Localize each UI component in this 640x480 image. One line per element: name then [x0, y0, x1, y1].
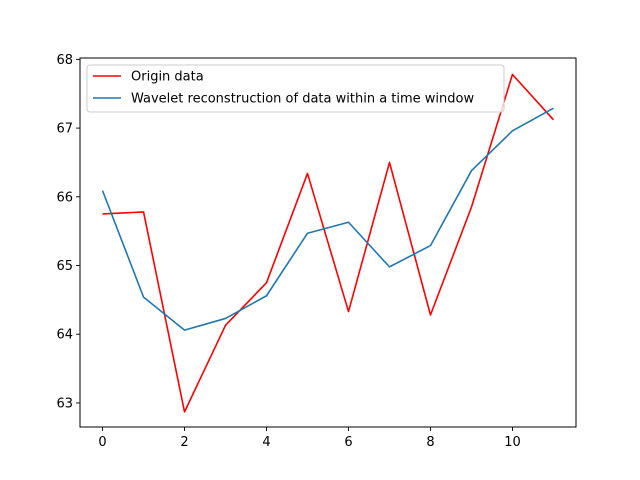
- y-tick-label: 68: [56, 53, 73, 68]
- y-tick-label: 67: [56, 122, 73, 137]
- x-tick-label: 4: [262, 435, 270, 450]
- series-line-1: [101, 107, 554, 331]
- legend-label: Wavelet reconstruction of data within a …: [131, 92, 474, 107]
- series-line-0: [102, 73, 555, 413]
- y-tick-label: 63: [56, 396, 73, 411]
- y-tick-label: 65: [56, 259, 73, 274]
- x-tick-label: 0: [98, 435, 106, 450]
- legend-label: Origin data: [131, 70, 204, 85]
- x-tick-label: 2: [180, 435, 188, 450]
- axes-frame: [79, 57, 577, 428]
- plot-lines: [101, 73, 555, 413]
- y-axis: 63 64 65 66 67 68: [56, 53, 80, 411]
- y-tick-label: 64: [56, 328, 73, 343]
- x-axis: 0 2 4 6 8 10: [98, 427, 521, 450]
- x-tick-label: 8: [426, 435, 434, 450]
- legend-box: [86, 64, 505, 113]
- x-tick-label: 10: [504, 435, 521, 450]
- legend: Origin data Wavelet reconstruction of dat…: [86, 64, 505, 113]
- x-tick-label: 6: [344, 435, 352, 450]
- y-tick-label: 66: [56, 190, 73, 205]
